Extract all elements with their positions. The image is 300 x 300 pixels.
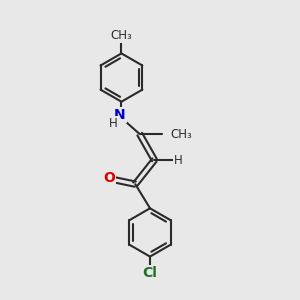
Text: O: O (103, 171, 115, 185)
Text: H: H (174, 154, 182, 166)
Text: H: H (109, 117, 118, 130)
Text: N: N (114, 108, 126, 122)
Text: Cl: Cl (142, 266, 158, 280)
Text: CH₃: CH₃ (170, 128, 192, 141)
Text: CH₃: CH₃ (111, 29, 132, 42)
